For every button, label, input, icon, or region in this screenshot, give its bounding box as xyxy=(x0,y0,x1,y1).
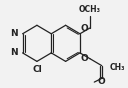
Text: Cl: Cl xyxy=(32,65,42,74)
Text: O: O xyxy=(81,54,89,63)
Text: N: N xyxy=(10,29,18,38)
Text: OCH₃: OCH₃ xyxy=(79,5,101,14)
Text: N: N xyxy=(10,48,18,57)
Text: O: O xyxy=(81,24,89,33)
Text: CH₃: CH₃ xyxy=(109,63,125,72)
Text: O: O xyxy=(98,77,106,86)
